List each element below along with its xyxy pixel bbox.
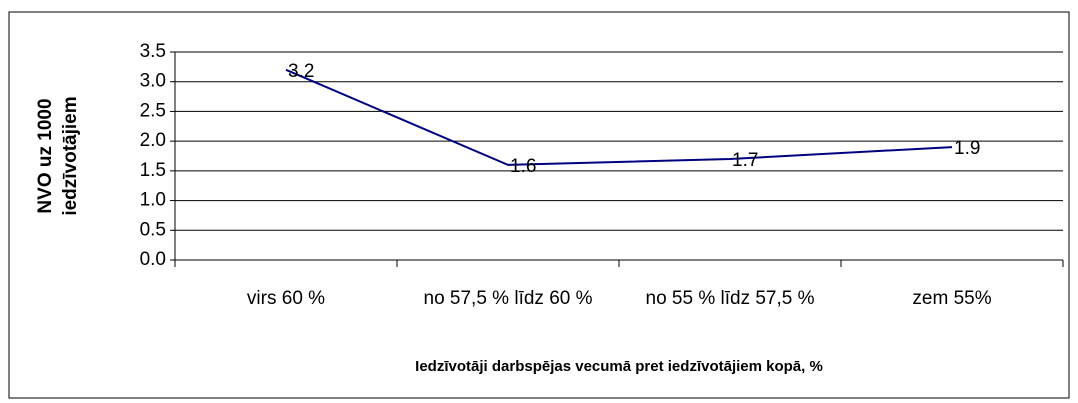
y-tick-label: 0.5 (140, 219, 166, 240)
chart-border (8, 11, 1070, 399)
y-tick-label: 1.0 (140, 190, 166, 211)
data-label: 1.6 (510, 156, 536, 177)
x-tick-label: no 57,5 % līdz 60 % (423, 288, 593, 309)
data-label: 1.9 (954, 138, 980, 159)
y-tick-label: 1.5 (140, 160, 166, 181)
y-tick-label: 2.0 (140, 130, 166, 151)
data-label: 1.7 (732, 150, 758, 171)
line (285, 68, 953, 166)
y-axis-title: NVO uz 1000 iedzīvotājiem (35, 96, 81, 216)
y-tick-label: 3.0 (140, 71, 166, 92)
data-label: 3.2 (288, 61, 314, 82)
x-axis-title: Iedzīvotāji darbspējas vecumā pret iedzī… (415, 358, 823, 375)
y-tick-label: 3.5 (140, 41, 166, 62)
x-tick-label: no 55 % līdz 57,5 % (645, 288, 815, 309)
x-tick-label: zem 55% (912, 288, 992, 309)
y-tick-label: 0.0 (140, 249, 166, 270)
y-tick-label: 2.5 (140, 100, 166, 121)
x-tick-label: virs 60 % (246, 288, 326, 309)
